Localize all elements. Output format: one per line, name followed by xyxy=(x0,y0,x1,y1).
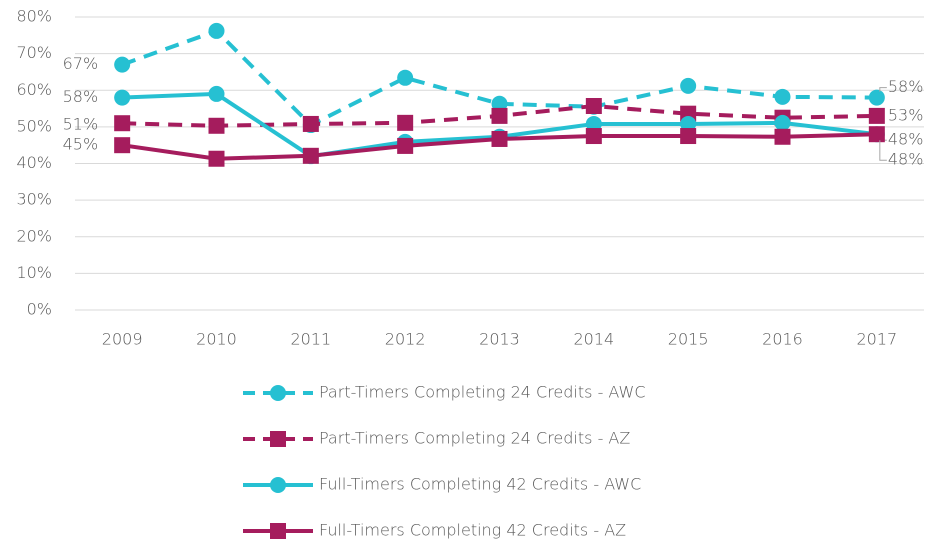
point xyxy=(585,128,602,145)
x-tick-label: 2016 xyxy=(762,330,803,349)
point xyxy=(114,115,131,132)
point xyxy=(774,128,791,145)
data-label: 53% xyxy=(888,105,924,124)
series-line xyxy=(121,28,877,128)
y-tick-label: 40% xyxy=(16,153,52,172)
point xyxy=(868,89,885,106)
x-tick-label: 2013 xyxy=(479,330,520,349)
data-label: 48% xyxy=(888,150,924,169)
legend-label: Full-Timers Completing 42 Credits - AZ xyxy=(319,521,626,540)
y-tick-label: 70% xyxy=(16,43,52,62)
y-tick-label: 30% xyxy=(16,190,52,209)
y-tick-label: 60% xyxy=(16,80,52,99)
x-tick-label: 2014 xyxy=(573,330,614,349)
point xyxy=(114,137,131,154)
legend-label: Part-Timers Completing 24 Credits - AZ xyxy=(319,429,630,448)
x-tick-label: 2011 xyxy=(290,330,331,349)
point xyxy=(302,147,319,164)
point xyxy=(680,77,697,94)
data-label: 51% xyxy=(63,115,99,134)
point xyxy=(208,22,225,39)
point xyxy=(208,85,225,102)
point xyxy=(680,128,697,145)
x-tick-label: 2010 xyxy=(196,330,237,349)
point xyxy=(868,126,885,143)
leader-line xyxy=(879,140,887,161)
legend-label: Part-Timers Completing 24 Credits - AWC xyxy=(319,383,646,402)
x-tick-label: 2017 xyxy=(856,330,897,349)
point xyxy=(491,95,508,112)
point xyxy=(585,115,602,132)
data-label: 58% xyxy=(63,87,99,106)
point xyxy=(585,97,602,114)
point xyxy=(114,56,131,73)
x-tick-label: 2012 xyxy=(385,330,426,349)
point xyxy=(114,89,131,106)
leader-line xyxy=(879,87,887,92)
point xyxy=(397,69,414,86)
data-label: 45% xyxy=(63,135,99,154)
point xyxy=(397,114,414,131)
legend-marker xyxy=(270,431,286,447)
legend-marker xyxy=(270,477,286,493)
point xyxy=(774,114,791,131)
y-tick-label: 80% xyxy=(16,7,52,26)
data-label: 48% xyxy=(888,130,924,149)
legend-marker xyxy=(270,385,286,401)
y-tick-label: 10% xyxy=(16,263,52,282)
data-label: 67% xyxy=(63,54,99,73)
point xyxy=(302,115,319,132)
point xyxy=(491,107,508,124)
x-tick-label: 2015 xyxy=(668,330,709,349)
point xyxy=(491,130,508,147)
point xyxy=(680,115,697,132)
point xyxy=(208,117,225,134)
point xyxy=(208,150,225,167)
x-tick-label: 2009 xyxy=(102,330,143,349)
y-tick-label: 0% xyxy=(27,300,52,319)
y-tick-label: 20% xyxy=(16,226,52,245)
y-tick-label: 50% xyxy=(16,116,52,135)
legend-label: Full-Timers Completing 42 Credits - AWC xyxy=(319,475,641,494)
point xyxy=(774,88,791,105)
point xyxy=(397,137,414,154)
point xyxy=(868,107,885,124)
legend-marker xyxy=(270,523,286,539)
data-label: 58% xyxy=(888,77,924,96)
